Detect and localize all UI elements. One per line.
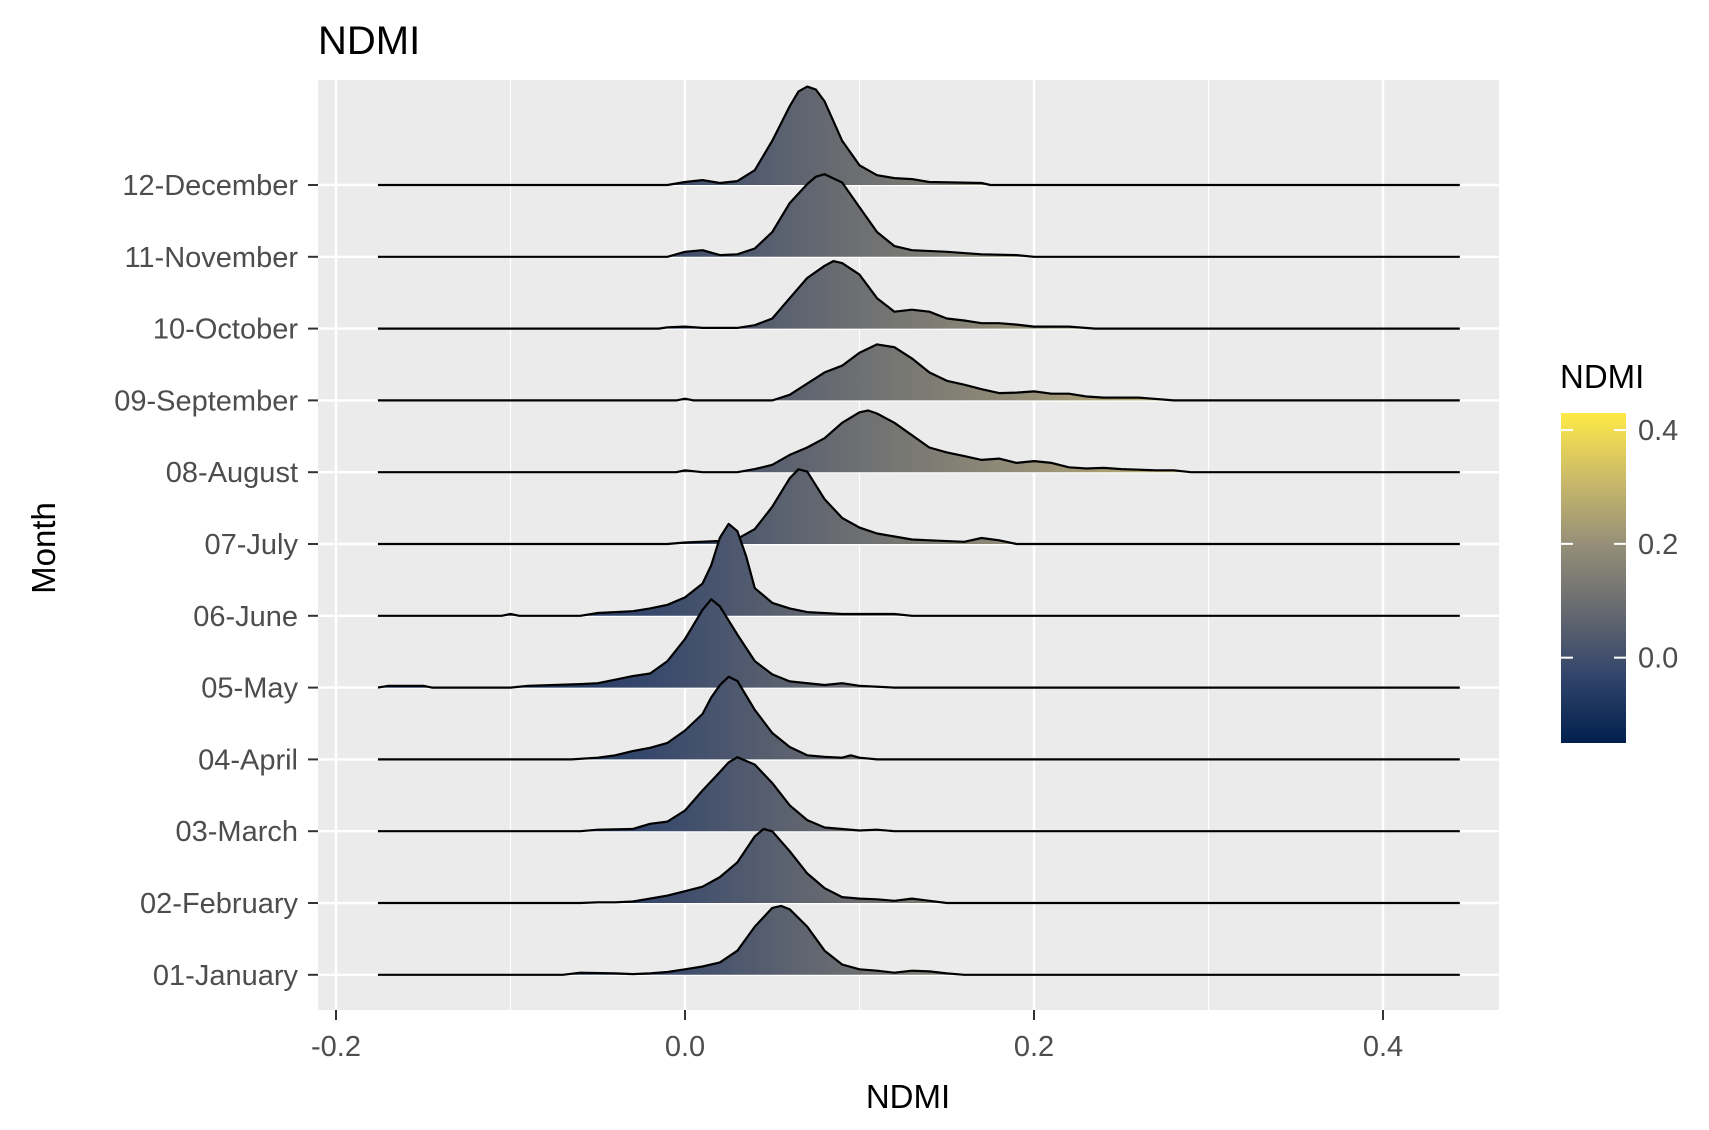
ridge-outline (377, 904, 1460, 976)
ridge-09-september (377, 343, 1460, 402)
ridge-04-april (377, 675, 1460, 761)
ridge-outline (377, 85, 1460, 187)
ridge-outline (377, 260, 1460, 330)
x-axis-title: NDMI (866, 1078, 950, 1115)
legend-tick-label: 0.2 (1638, 529, 1678, 561)
legend-tick-label: 0.4 (1638, 415, 1678, 447)
y-tick-label: 05-May (201, 673, 298, 705)
y-tick-label: 09-September (114, 385, 298, 417)
ridge-fill (580, 757, 895, 832)
ridge-outline (377, 675, 1460, 761)
density-ridges (377, 85, 1460, 976)
y-tick-label: 06-June (193, 601, 298, 633)
ridge-fill (501, 523, 912, 616)
x-tick-label: -0.2 (311, 1031, 361, 1063)
y-tick-label: 02-February (140, 888, 298, 920)
ridge-fill (667, 86, 991, 185)
x-axis: -0.2 0.0 0.2 0.4 (311, 1010, 1403, 1063)
y-tick-label: 01-January (153, 960, 299, 992)
x-tick-label: 0.0 (665, 1031, 705, 1063)
ridge-fill (562, 905, 965, 975)
y-tick-label: 07-July (205, 529, 299, 561)
ridge-fill (667, 469, 1017, 544)
y-tick-label: 03-March (176, 816, 299, 848)
legend-title: NDMI (1560, 358, 1644, 395)
y-tick-label: 04-April (198, 744, 298, 776)
ridge-outline (377, 522, 1460, 617)
legend-tick-label: 0.0 (1638, 643, 1678, 675)
ridge-fill (667, 174, 1034, 257)
ridge-fill (571, 676, 877, 760)
ridge-02-february (377, 827, 1460, 905)
ridge-fill (676, 410, 1191, 473)
chart-title: NDMI (318, 19, 420, 63)
ridge-fill (658, 261, 1096, 329)
ridge-03-march (377, 756, 1460, 833)
y-tick-label: 12-December (122, 170, 298, 202)
ridge-10-october (377, 260, 1460, 330)
ridge-outline (377, 409, 1460, 474)
y-axis-title: Month (25, 502, 62, 594)
ridge-outline (377, 827, 1460, 905)
ridge-outline (377, 343, 1460, 402)
ridge-05-may (377, 598, 1460, 689)
ridge-08-august (377, 409, 1460, 474)
y-tick-label: 11-November (124, 242, 298, 274)
y-tick-label: 10-October (153, 314, 298, 346)
x-tick-label: 0.2 (1014, 1031, 1054, 1063)
ridge-outline (377, 756, 1460, 833)
y-tick-label: 08-August (166, 457, 298, 489)
ridge-06-june (377, 522, 1460, 617)
ridge-12-december (377, 85, 1460, 187)
y-axis: 01-January 02-February 03-March 04-April 05-… (114, 170, 318, 992)
ridge-outline (377, 598, 1460, 689)
x-tick-label: 0.4 (1363, 1031, 1403, 1063)
color-legend: NDMI 0.0 0.2 0.4 (1560, 358, 1678, 743)
ridge-fill (676, 344, 1174, 401)
legend-colorbar (1561, 413, 1626, 743)
ridge-outline (377, 173, 1460, 258)
ridge-11-november (377, 173, 1460, 258)
ridge-01-january (377, 904, 1460, 976)
ridge-fill (580, 829, 947, 903)
